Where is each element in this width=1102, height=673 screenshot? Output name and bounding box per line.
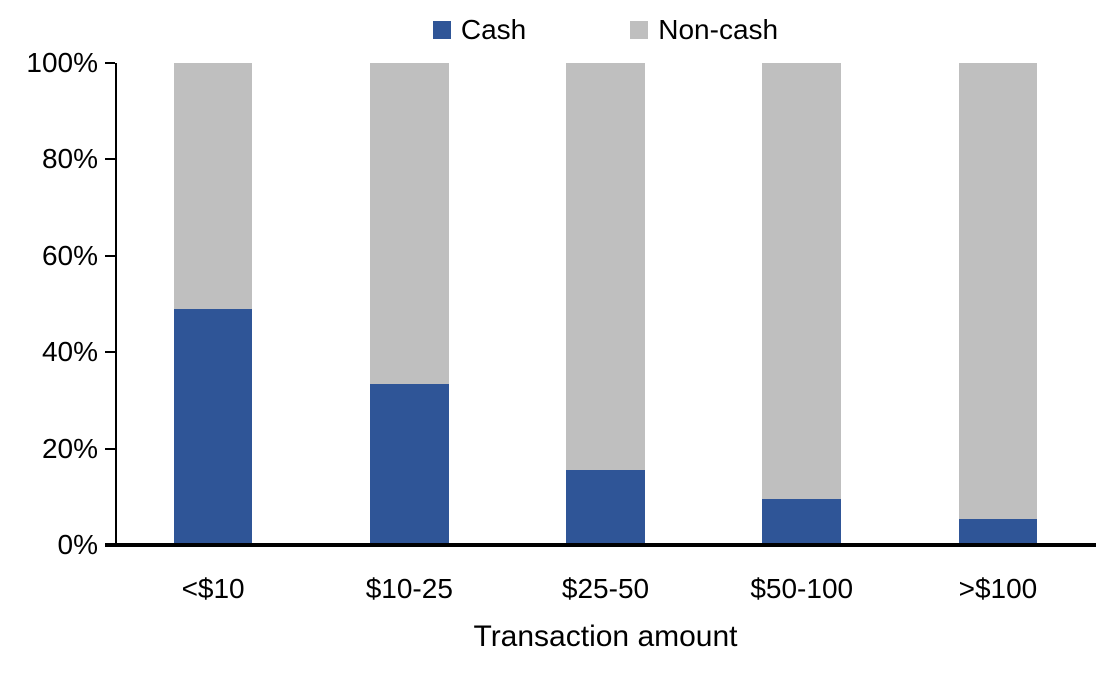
bar-slot xyxy=(704,63,900,545)
legend-label: Cash xyxy=(460,14,527,45)
y-tick-mark xyxy=(105,158,115,161)
x-axis-line xyxy=(105,543,1096,547)
stacked-bar xyxy=(762,63,841,545)
bar-slot xyxy=(900,63,1096,545)
bar-segment-non-cash xyxy=(762,63,841,500)
y-tick-label: 40% xyxy=(41,336,98,368)
y-tick-label: 20% xyxy=(41,432,98,464)
bar-segment-non-cash xyxy=(173,63,253,309)
bar-segment-cash xyxy=(762,499,841,545)
y-axis-labels: 0% 20% 40% 60% 80% 100% xyxy=(0,49,98,559)
bar-slot xyxy=(115,63,311,545)
x-tick-label: $25-50 xyxy=(561,573,650,604)
y-tick-mark xyxy=(105,62,115,64)
legend-swatch-icon xyxy=(432,21,451,39)
chart-legend: Cash Non-cash xyxy=(115,12,1096,48)
legend-item-non-cash: Non-cash xyxy=(630,16,778,44)
y-tick-label: 0% xyxy=(57,529,98,560)
x-tick-label: <$10 xyxy=(181,573,245,604)
stacked-bar xyxy=(370,63,449,545)
x-tick-label: $50-100 xyxy=(750,573,854,604)
y-tick-label: 60% xyxy=(41,239,98,271)
bar-slot xyxy=(507,63,703,545)
legend-swatch-icon xyxy=(630,21,649,39)
y-tick-mark xyxy=(105,351,115,354)
x-axis-labels: <$10 $10-25 $25-50 $50-100 >$100 xyxy=(115,575,1096,603)
y-tick-mark xyxy=(105,254,115,257)
bars-container xyxy=(115,63,1096,545)
stacked-bar xyxy=(173,63,253,545)
x-tick-label: >$100 xyxy=(958,573,1038,604)
bar-segment-cash xyxy=(958,518,1038,545)
plot-area xyxy=(115,63,1096,545)
y-tick-mark xyxy=(105,447,115,450)
y-tick-label: 100% xyxy=(26,47,98,78)
bar-segment-cash xyxy=(566,469,645,545)
bar-segment-non-cash xyxy=(370,63,449,384)
bar-segment-cash xyxy=(370,383,449,545)
legend-item-cash: Cash xyxy=(432,14,527,45)
y-axis-line xyxy=(115,63,117,545)
bar-segment-non-cash xyxy=(566,63,645,470)
stacked-bar xyxy=(566,63,645,545)
bar-segment-cash xyxy=(173,308,253,545)
bar-slot xyxy=(311,63,507,545)
bar-segment-non-cash xyxy=(958,63,1038,519)
x-axis-title: Transaction amount xyxy=(473,620,738,653)
stacked-bar xyxy=(958,63,1038,545)
y-axis-ticks xyxy=(105,62,115,546)
legend-label: Non-cash xyxy=(658,14,779,45)
y-tick-label: 80% xyxy=(41,143,98,175)
x-tick-label: $10-25 xyxy=(365,573,453,604)
